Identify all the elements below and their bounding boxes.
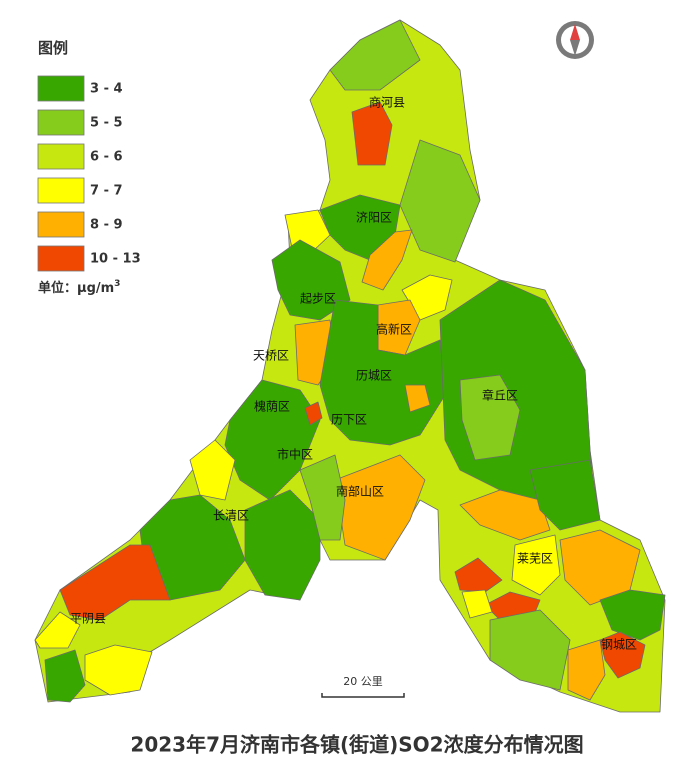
region <box>461 589 493 619</box>
region <box>459 489 551 541</box>
region <box>404 384 431 413</box>
district-labels: 商河县 济阳区 起步区 高新区 天桥区 历城区 章丘区 槐荫区 历下区 市中区 … <box>70 95 637 652</box>
district-label: 钢城区 <box>601 638 637 652</box>
legend-swatch <box>37 177 85 204</box>
legend: 图例 单位：μg/m3 3 - 4 5 - 5 6 - 6 7 - 7 8 - 9 10 … <box>37 39 141 296</box>
region <box>361 229 413 291</box>
region <box>511 534 561 596</box>
region <box>529 459 601 531</box>
legend-label: 6 - 6 <box>90 150 123 165</box>
region <box>244 489 321 601</box>
legend-swatch <box>37 143 85 170</box>
legend-label: 5 - 5 <box>90 116 123 131</box>
compass <box>556 21 594 59</box>
district-label: 起步区 <box>300 292 336 306</box>
district-label: 济阳区 <box>356 210 392 225</box>
district-label: 历下区 <box>331 413 367 427</box>
legend-label: 3 - 4 <box>90 82 123 97</box>
region <box>84 644 153 696</box>
region <box>351 101 393 166</box>
legend-title: 图例 <box>38 39 68 57</box>
scale-label: 20 公里 <box>343 675 383 688</box>
legend-swatch <box>37 109 85 136</box>
region <box>454 557 503 593</box>
unit-sup: 3 <box>114 279 120 289</box>
district-label: 高新区 <box>376 322 412 337</box>
district-label: 章丘区 <box>482 388 518 403</box>
legend-unit: 单位：μg/m3 <box>38 279 120 296</box>
region <box>567 639 606 701</box>
region <box>34 611 81 649</box>
scale-bar: 20 公里 <box>321 675 405 698</box>
legend-label: 7 - 7 <box>90 184 123 199</box>
unit-text: 单位：μg/m <box>38 280 114 296</box>
region <box>599 589 666 641</box>
legend-swatch <box>37 211 85 238</box>
district-label: 长清区 <box>213 509 249 523</box>
region <box>489 609 571 691</box>
district-label: 天桥区 <box>253 349 289 363</box>
region <box>189 439 236 501</box>
region <box>459 374 521 461</box>
district-label: 槐荫区 <box>254 399 290 414</box>
district-label: 平阴县 <box>70 612 106 626</box>
region <box>284 209 331 253</box>
legend-label: 10 - 13 <box>90 252 141 267</box>
region <box>59 544 171 621</box>
map-title: 2023年7月济南市各镇(街道)SO2浓度分布情况图 <box>130 733 583 757</box>
district-label: 市中区 <box>277 447 313 462</box>
district-label: 历城区 <box>356 369 392 383</box>
district-label: 莱芜区 <box>517 552 553 566</box>
district-label: 商河县 <box>369 95 405 110</box>
district-label: 南部山区 <box>336 484 384 499</box>
region <box>334 454 426 561</box>
legend-swatch <box>37 75 85 102</box>
region <box>329 19 421 91</box>
region <box>599 631 646 679</box>
legend-swatch <box>37 245 85 272</box>
map-regions <box>34 19 666 713</box>
legend-label: 8 - 9 <box>90 218 123 233</box>
region <box>299 454 346 541</box>
region <box>304 401 323 426</box>
region <box>44 649 86 703</box>
